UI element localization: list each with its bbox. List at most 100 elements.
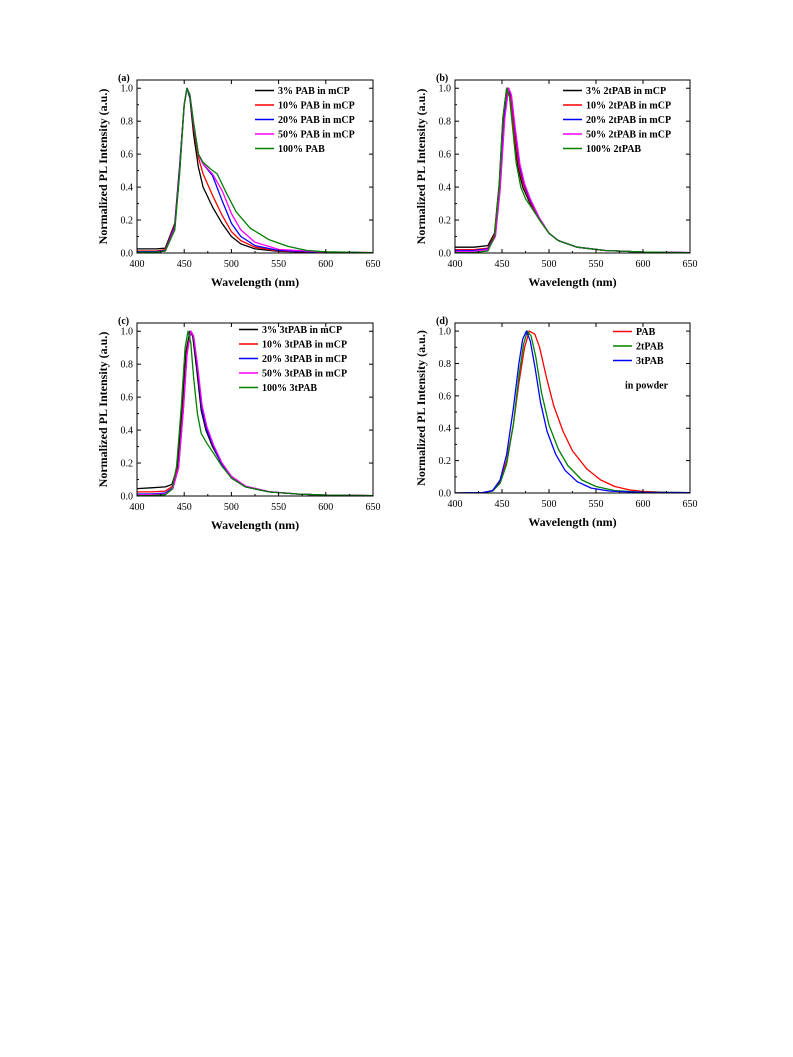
legend: 3% 2tPAB in mCP 10% 2tPAB in mCP 20% 2tPAB… — [563, 86, 671, 155]
y-tick-label: 1.0 — [439, 327, 452, 338]
y-tick-label: 0.0 — [439, 489, 452, 500]
legend-label: 10% PAB in mCP — [278, 101, 355, 112]
x-tick-label: 500 — [542, 499, 557, 510]
series-line-3 — [455, 87, 690, 253]
panel-label: (a) — [118, 73, 130, 84]
x-tick-label: 400 — [448, 499, 463, 510]
legend-label: 100% 2tPAB — [586, 144, 641, 155]
x-tick-label: 450 — [495, 499, 510, 510]
x-tick-label: 650 — [366, 259, 381, 270]
x-tick-label: 650 — [683, 259, 698, 270]
series-group — [137, 87, 373, 253]
y-tick-label: 1.0 — [439, 84, 452, 95]
x-tick-label: 600 — [318, 259, 333, 270]
y-tick-label: 0.2 — [439, 456, 452, 467]
y-tick-label: 0.8 — [121, 117, 134, 128]
y-tick-label: 0.4 — [439, 424, 452, 435]
series-line-1 — [137, 87, 373, 253]
panel-label: (b) — [436, 73, 448, 84]
x-tick-label: 550 — [271, 259, 286, 270]
x-tick-label: 600 — [318, 502, 333, 513]
series-line-5 — [137, 330, 373, 496]
x-axis-label: Wavelength (nm) — [528, 275, 616, 289]
y-axis-label: Normalized PL Intensity (a.u.) — [96, 332, 110, 488]
series-group — [455, 330, 690, 493]
x-tick-label: 400 — [448, 259, 463, 270]
x-axis-label: Wavelength (nm) — [211, 275, 299, 289]
x-tick-label: 650 — [683, 499, 698, 510]
series-line-2 — [455, 330, 690, 493]
x-tick-label: 500 — [542, 259, 557, 270]
series-line-1 — [455, 87, 690, 253]
y-tick-label: 0.2 — [439, 216, 452, 227]
legend-label: 20% 2tPAB in mCP — [586, 115, 671, 126]
y-tick-label: 0.8 — [439, 117, 452, 128]
series-line-1 — [455, 330, 690, 493]
legend-label: 50% 3tPAB in mCP — [262, 369, 347, 380]
legend-label: 100% PAB — [278, 144, 325, 155]
y-tick-label: 0.0 — [439, 249, 452, 260]
legend-label: 2tPAB — [636, 342, 664, 353]
legend-label: 20% 3tPAB in mCP — [262, 354, 347, 365]
series-group — [137, 330, 373, 496]
annotation-text: in powder — [625, 381, 669, 392]
x-tick-label: 500 — [224, 259, 239, 270]
x-axis-label: Wavelength (nm) — [211, 518, 299, 532]
x-tick-label: 600 — [636, 499, 651, 510]
chart-panel-2: 400 450 500 550 600 650 0.0 0.2 0.4 0.6 0.8 1.0 Wave… — [414, 73, 698, 289]
legend-label: 100% 3tPAB — [262, 383, 317, 394]
legend-label: 10% 2tPAB in mCP — [586, 101, 671, 112]
x-tick-label: 550 — [589, 499, 604, 510]
legend: 3% PAB in mCP 10% PAB in mCP 20% PAB in mC… — [255, 86, 355, 155]
y-axis-label: Normalized PL Intensity (a.u.) — [414, 89, 428, 245]
series-line-5 — [137, 87, 373, 253]
y-tick-label: 0.6 — [121, 393, 134, 404]
legend-label: 50% 2tPAB in mCP — [586, 130, 671, 141]
legend-label: 3% 3tPAB in mCP — [262, 325, 342, 336]
legend-label: PAB — [636, 327, 656, 338]
series-line-2 — [455, 87, 690, 253]
y-axis-label: Normalized PL Intensity (a.u.) — [96, 89, 110, 245]
series-line-3 — [455, 330, 690, 493]
y-tick-label: 0.4 — [121, 426, 134, 437]
x-tick-label: 600 — [636, 259, 651, 270]
chart-panel-3: 400 450 500 550 600 650 0.0 0.2 0.4 0.6 0.8 1.0 Wave… — [96, 316, 381, 532]
legend-label: 50% PAB in mCP — [278, 130, 355, 141]
y-axis-label: Normalized PL Intensity (a.u.) — [414, 330, 428, 486]
chart-panel-1: 400 450 500 550 600 650 0.0 0.2 0.4 0.6 0.8 1.0 Wave… — [96, 73, 381, 289]
panel-label: (c) — [118, 316, 129, 327]
y-tick-label: 0.6 — [439, 150, 452, 161]
y-tick-label: 0.2 — [121, 459, 134, 470]
chart-panel-4: 400 450 500 550 600 650 0.0 0.2 0.4 0.6 0.8 1.0 Wave… — [414, 316, 698, 529]
x-tick-label: 400 — [130, 259, 145, 270]
y-tick-label: 0.4 — [439, 183, 452, 194]
y-tick-label: 1.0 — [121, 84, 134, 95]
series-line-4 — [455, 87, 690, 253]
y-tick-label: 0.6 — [121, 150, 134, 161]
panel-label: (d) — [436, 316, 448, 327]
y-tick-label: 0.6 — [439, 391, 452, 402]
x-tick-label: 500 — [224, 502, 239, 513]
legend-label: 3% PAB in mCP — [278, 86, 350, 97]
series-line-5 — [455, 87, 690, 253]
x-tick-label: 650 — [366, 502, 381, 513]
y-tick-label: 0.0 — [121, 492, 134, 503]
legend-label: 10% 3tPAB in mCP — [262, 340, 347, 351]
legend: PAB 2tPAB 3tPAB — [613, 327, 664, 367]
legend-label: 20% PAB in mCP — [278, 115, 355, 126]
y-tick-label: 0.8 — [121, 360, 134, 371]
legend-label: 3% 2tPAB in mCP — [586, 86, 666, 97]
x-tick-label: 400 — [130, 502, 145, 513]
x-tick-label: 450 — [177, 502, 192, 513]
y-tick-label: 0.2 — [121, 216, 134, 227]
legend: 3% 3tPAB in mCP 10% 3tPAB in mCP 20% 3tPAB… — [239, 325, 347, 394]
y-tick-label: 0.4 — [121, 183, 134, 194]
legend-label: 3tPAB — [636, 356, 664, 367]
series-group — [455, 87, 690, 253]
x-tick-label: 550 — [589, 259, 604, 270]
y-tick-label: 0.8 — [439, 359, 452, 370]
y-tick-label: 1.0 — [121, 327, 134, 338]
x-axis-label: Wavelength (nm) — [528, 515, 616, 529]
y-tick-label: 0.0 — [121, 249, 134, 260]
